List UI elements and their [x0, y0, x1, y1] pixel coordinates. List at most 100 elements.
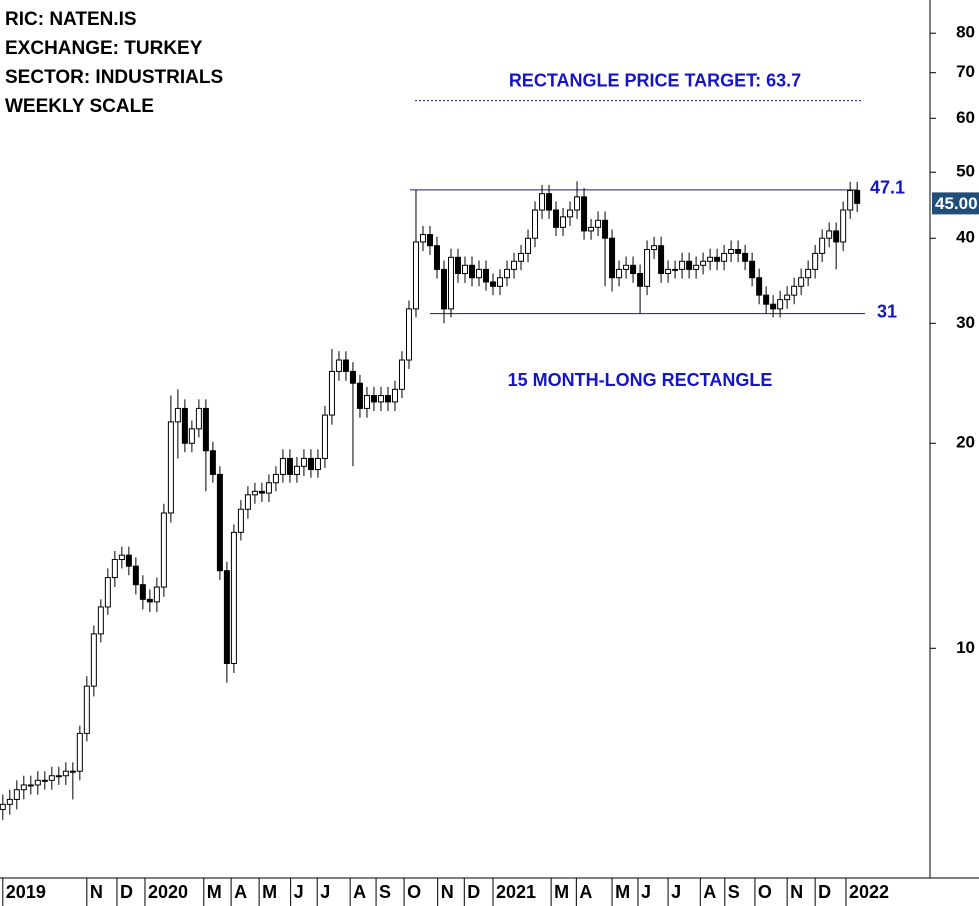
x-tick-label: D [818, 882, 831, 902]
candle-body [826, 230, 833, 239]
candle-body [34, 779, 41, 786]
candle-body [511, 260, 518, 270]
candle-body [265, 482, 272, 494]
candle-body [391, 388, 398, 403]
candle-body [854, 190, 861, 204]
candle-body [279, 457, 286, 475]
x-tick-label: M [615, 882, 630, 902]
y-tick-label: 20 [956, 433, 975, 452]
candle-body [188, 428, 195, 444]
candle-body [370, 395, 377, 403]
candle-body [146, 598, 153, 603]
last-price-label: 45.00 [935, 194, 978, 213]
candle-body [377, 395, 384, 403]
candle-body [293, 465, 300, 475]
candle-body [258, 490, 265, 494]
candle-body [412, 241, 419, 310]
candle-body [454, 256, 461, 275]
candle-body [539, 193, 546, 211]
y-tick-label: 60 [956, 108, 975, 127]
candle-body [111, 559, 118, 579]
candle-body [349, 370, 356, 384]
candle-body [83, 685, 90, 734]
info-text: SECTOR: INDUSTRIALS [5, 67, 223, 88]
candle-body [777, 299, 784, 310]
candle-body [602, 219, 609, 239]
candle-body [195, 407, 202, 430]
candle-body [609, 237, 616, 279]
candle-body [714, 256, 721, 262]
candle-body [118, 554, 125, 561]
last-price-box [932, 192, 979, 215]
candle-body [462, 264, 468, 275]
x-tick-label: N [441, 882, 454, 902]
candle-body [132, 565, 139, 586]
y-tick-label: 70 [956, 62, 975, 81]
candle-body [693, 264, 700, 270]
candle-body [700, 260, 707, 266]
candle-body [314, 457, 321, 471]
info-text: RIC: NATEN.IS [5, 9, 137, 30]
candle-body [356, 382, 363, 409]
x-tick-label: O [407, 882, 421, 902]
candle-body [440, 268, 447, 310]
target-label: RECTANGLE PRICE TARGET: 63.7 [509, 70, 801, 90]
candle-body [363, 395, 370, 409]
candle-body [630, 264, 637, 275]
y-tick-label: 40 [956, 228, 975, 247]
candle-body [469, 264, 476, 279]
candle-body [216, 473, 223, 572]
candle-body [616, 268, 623, 279]
candle-body [644, 249, 651, 287]
candle-body [553, 209, 560, 228]
candle-body [237, 508, 244, 533]
candle-body [69, 770, 76, 773]
x-tick-label: A [703, 882, 716, 902]
candle-body [139, 584, 146, 600]
candle-body [721, 252, 728, 262]
x-tick-label: D [120, 882, 133, 902]
y-tick-label: 30 [956, 313, 975, 332]
level-label: 47.1 [870, 178, 905, 198]
candle-body [595, 219, 602, 228]
candle-body [588, 226, 595, 232]
candle-body [525, 237, 532, 254]
x-tick-label: J [671, 882, 681, 902]
candle-body [476, 268, 483, 279]
x-tick-label: O [758, 882, 772, 902]
candle-body [153, 586, 160, 603]
candle-body [321, 414, 328, 459]
candle-body [658, 245, 665, 275]
candle-body [48, 775, 55, 781]
candle-body [41, 779, 48, 782]
x-tick-label: D [467, 882, 480, 902]
candle-body [286, 457, 293, 475]
candle-body [300, 457, 307, 467]
candle-body [756, 277, 763, 296]
candle-body [672, 268, 679, 271]
candle-body [847, 190, 854, 211]
candle-body [518, 252, 525, 262]
candle-body [202, 407, 209, 452]
x-tick-label: J [320, 882, 330, 902]
x-tick-label: N [90, 882, 103, 902]
candle-body [209, 450, 216, 475]
candle-body [728, 249, 735, 254]
candle-body [791, 285, 798, 296]
candle-body [419, 234, 426, 243]
info-text: EXCHANGE: TURKEY [5, 38, 203, 59]
candle-body [546, 193, 553, 211]
candle-body [840, 209, 847, 243]
info-text: WEEKLY SCALE [5, 96, 154, 117]
x-tick-label: S [728, 882, 740, 902]
level-label: 31 [877, 301, 897, 321]
candle-body [20, 784, 27, 791]
x-tick-label: M [554, 882, 569, 902]
candle-body [483, 268, 490, 283]
x-tick-label: 2021 [496, 882, 536, 902]
candle-body [532, 209, 539, 239]
x-tick-label: 2022 [849, 882, 889, 902]
candle-body [637, 273, 644, 287]
candle-body [174, 407, 181, 423]
